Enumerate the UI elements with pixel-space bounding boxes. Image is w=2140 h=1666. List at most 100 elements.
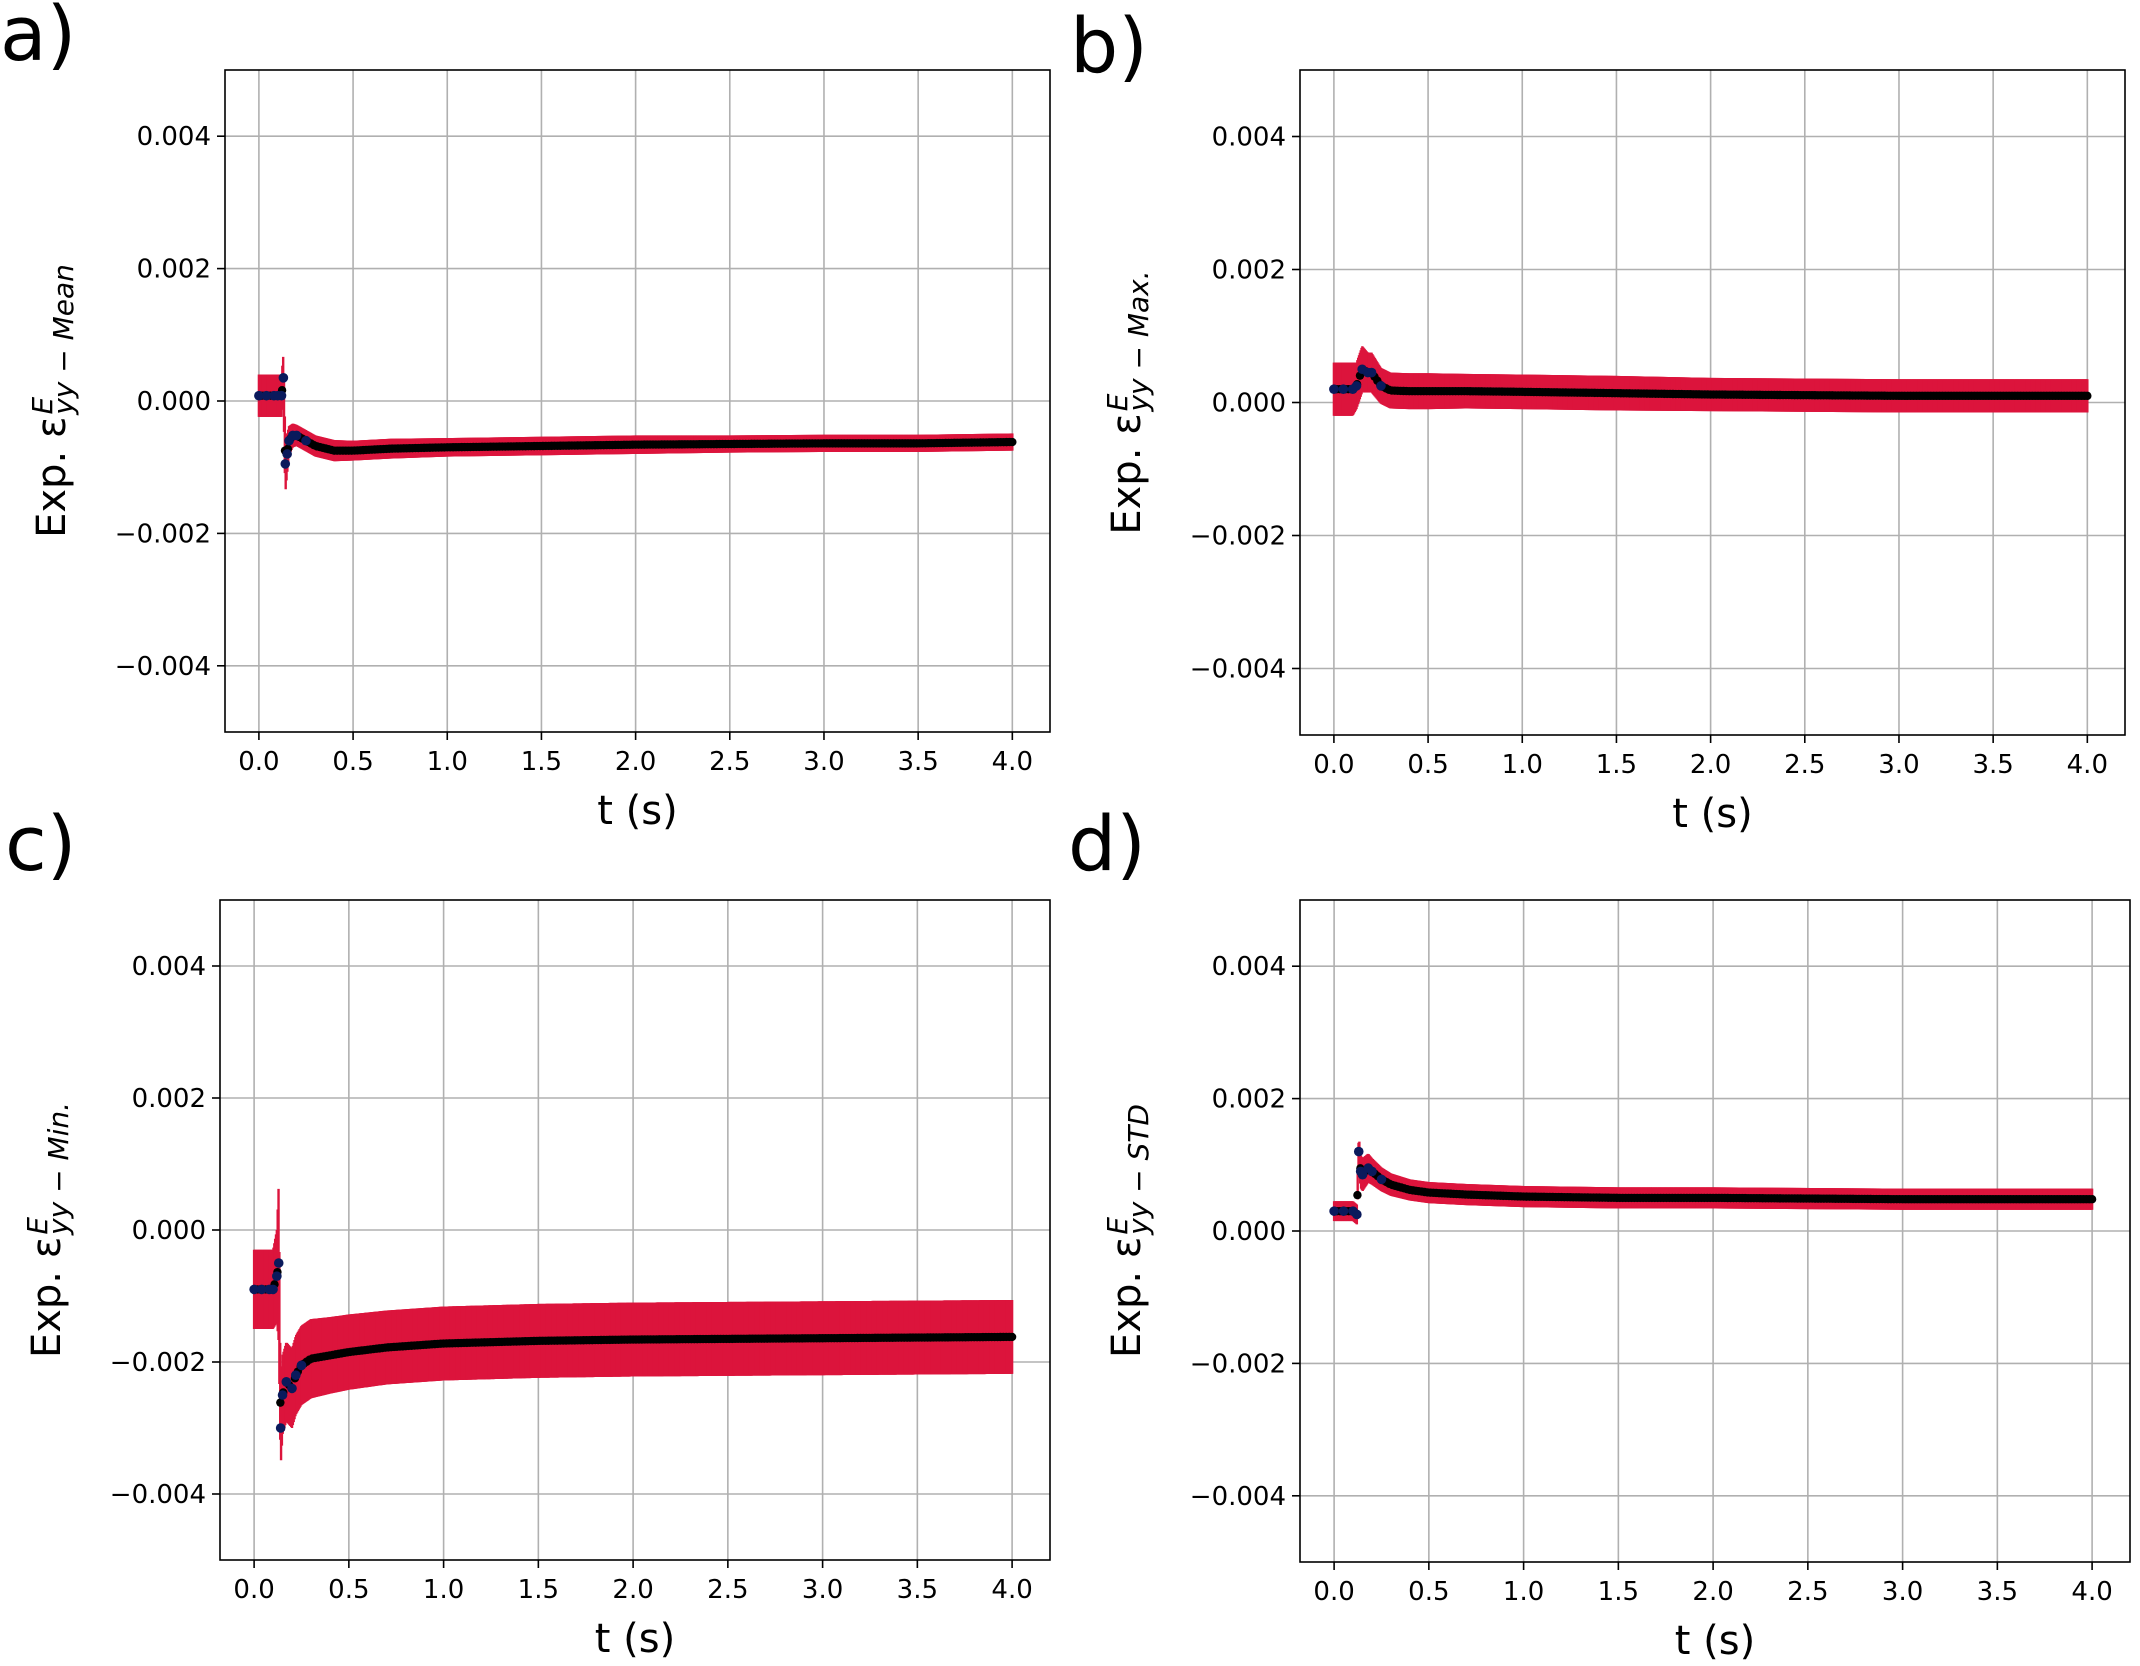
y-axis-label-sup: E [1101,1217,1134,1235]
x-tick-label: 4.0 [992,747,1033,777]
x-tick-label: 1.5 [518,1575,559,1605]
x-tick-label: 0.5 [328,1575,369,1605]
plot-frame [224,69,1051,733]
data-point [1338,384,1349,395]
data-point [1366,367,1377,378]
x-tick-label: 3.0 [803,747,844,777]
panel-b: b) 0.0 0.5 1.0 1.5 2.0 2.5 3.0 3.5 4.0 0.004 0.002 0… [1070,1,2126,837]
y-axis-label-sub: yy − Max. [1122,270,1155,412]
y-tick-label: 0.002 [132,1084,206,1114]
y-tick-label: −0.004 [1190,655,1286,685]
data-point [282,449,292,459]
x-tick-label: 1.0 [427,747,468,777]
x-tick-label: 0.0 [1313,1577,1354,1607]
data-point [1329,384,1339,395]
x-tick-label: 3.5 [1977,1577,2018,1607]
panel-d: d) 0.0 0.5 1.0 1.5 2.0 2.5 3.0 3.5 4.0 0.004 0.002 0… [1068,799,2131,1664]
data-point [261,390,272,401]
x-tick-label: 2.5 [1784,750,1825,780]
data-point [1007,1332,1017,1342]
y-tick-label: −0.004 [115,652,211,682]
data-point [1353,1146,1364,1157]
x-tick-label: 2.5 [709,747,750,777]
y-tick-label: 0.000 [1212,1217,1286,1247]
data-point [291,430,302,441]
plot-frame [1299,69,2126,736]
data-markers [249,1258,1017,1433]
data-point [254,390,264,401]
y-tick-label: 0.002 [1212,1085,1286,1115]
y-axis-label: Exp. ε Eyy − Mean [26,264,80,538]
panel-c: c) 0.0 0.5 1.0 1.5 2.0 2.5 3.0 3.5 4.0 0.004 0.002 0… [5,799,1051,1662]
y-tick-label: 0.004 [132,952,206,982]
data-point [281,1377,292,1387]
x-tick-label: 0.0 [1313,750,1354,780]
data-markers [254,373,1017,469]
x-tick-label: 2.0 [1692,1577,1733,1607]
x-tick-label: 4.0 [2071,1577,2112,1607]
plot-area [254,356,1017,490]
y-tick-label: −0.002 [1190,522,1286,552]
x-tick-label: 1.0 [1503,1577,1544,1607]
panel-a: a) 0.0 0.5 1.0 1.5 2.0 2.5 3.0 3.5 4.0 0.004 0.002 0… [0,0,1051,834]
x-tick-label: 3.5 [897,747,938,777]
data-point [1351,381,1362,391]
data-point [1352,1209,1362,1220]
x-tick-label: 0.5 [1407,750,1448,780]
x-tick-label: 1.5 [1596,750,1637,780]
x-tick-label: 2.0 [615,747,656,777]
y-axis-label-sup: E [26,397,59,415]
y-tick-label: 0.000 [137,387,211,417]
y-axis-label-sup: E [1101,393,1134,411]
x-axis-label: t (s) [1672,791,1752,837]
y-axis-label-main: Exp. ε [1104,413,1150,534]
data-markers [1329,364,2092,401]
y-tick-label: 0.000 [132,1216,206,1246]
x-tick-label: 1.0 [423,1575,464,1605]
data-point [275,1423,286,1433]
y-tick-label: −0.002 [110,1348,206,1378]
x-tick-label: 3.0 [802,1575,843,1605]
x-tick-label: 0.5 [332,747,373,777]
data-point [273,1258,284,1268]
plot-area [1329,1141,2097,1225]
data-point [2083,391,2092,401]
y-axis-label: Exp. ε Eyy − Max. [1101,270,1155,534]
x-tick-label: 2.0 [1690,750,1731,780]
x-tick-label: 2.5 [707,1575,748,1605]
y-tick-label: 0.002 [1212,256,1286,286]
data-point [256,1284,267,1295]
x-tick-label: 3.0 [1882,1577,1923,1607]
data-point [280,459,291,469]
y-axis-label-sub: yy − Min. [42,1102,75,1236]
x-tick-label: 1.0 [1502,750,1543,780]
y-tick-label: −0.002 [1190,1349,1286,1379]
y-axis-label-main: Exp. ε [1104,1237,1150,1358]
data-point [277,1390,288,1400]
data-point [268,1284,278,1295]
y-tick-label: −0.004 [1190,1482,1286,1512]
data-markers [1329,1146,2097,1220]
x-tick-label: 2.5 [1787,1577,1828,1607]
x-axis-label: t (s) [597,788,677,834]
y-tick-label: 0.004 [137,122,211,152]
panel-letter: c) [5,799,76,888]
y-axis-label: Exp. ε Eyy − Min. [21,1102,75,1358]
x-axis-label: t (s) [1675,1618,1755,1664]
y-tick-label: 0.002 [137,255,211,285]
data-point [272,1271,282,1281]
y-tick-label: −0.002 [115,519,211,549]
y-tick-label: −0.004 [110,1480,206,1510]
data-point [276,1398,285,1407]
x-tick-label: 1.5 [1598,1577,1639,1607]
data-point [276,390,287,401]
data-point [1376,1174,1387,1185]
x-tick-label: 4.0 [2067,750,2108,780]
data-point [1357,1169,1368,1180]
y-axis-label-main: Exp. ε [29,417,75,538]
x-tick-label: 0.0 [233,1575,274,1605]
y-tick-label: 0.000 [1212,389,1286,419]
plot-area [1329,346,2092,416]
panel-letter: a) [0,0,76,78]
data-point [287,1383,297,1394]
